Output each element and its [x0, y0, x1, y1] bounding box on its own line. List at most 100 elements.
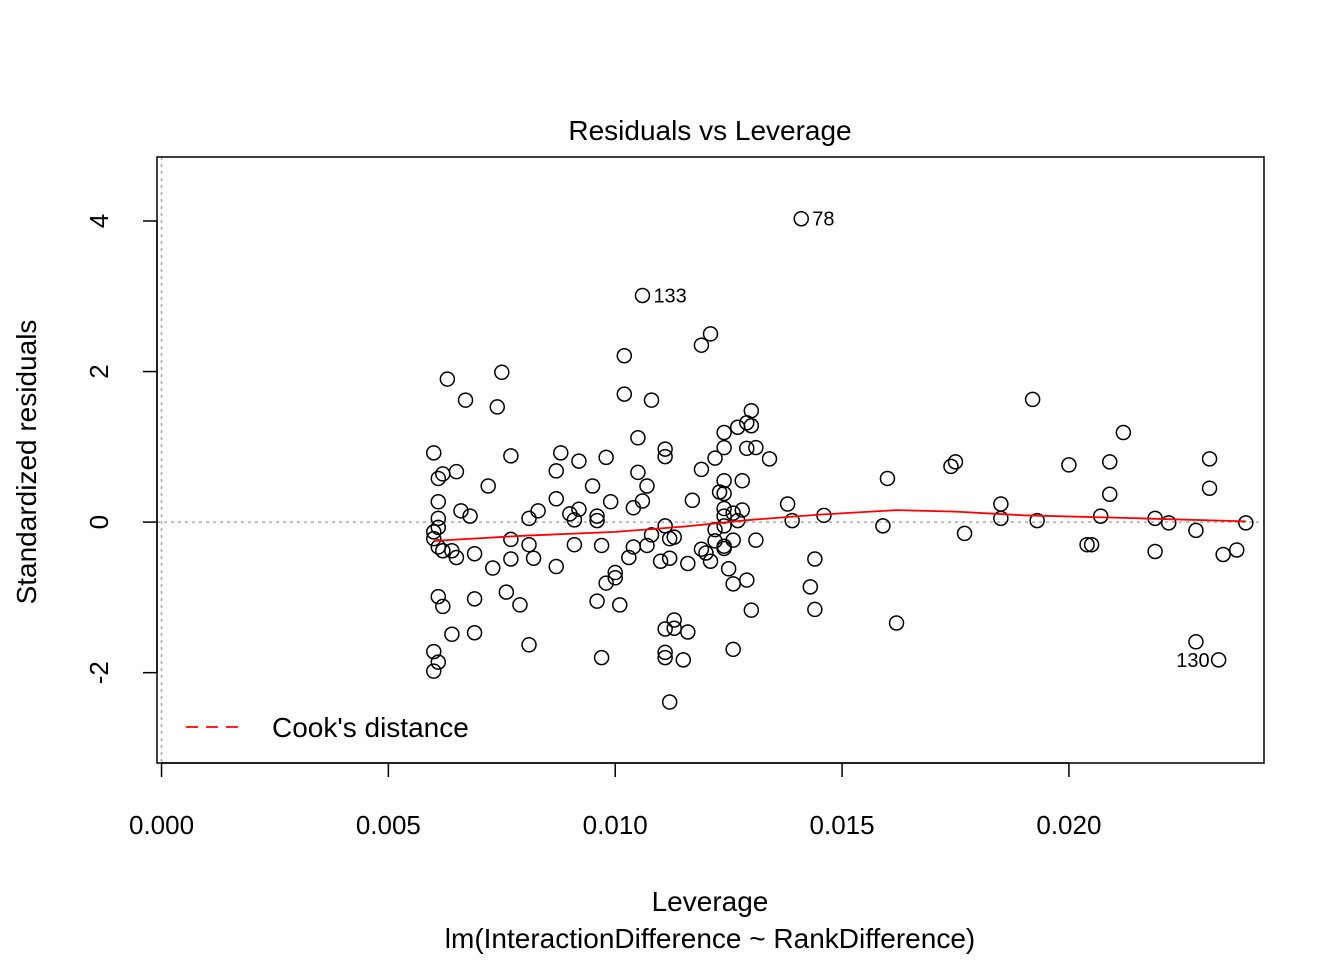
data-point: [652, 553, 669, 570]
data-point: [680, 624, 696, 640]
data-point: [448, 549, 465, 566]
data-point: [657, 644, 673, 661]
data-point: [739, 572, 755, 588]
data-point: [748, 439, 764, 456]
data-point: [571, 453, 587, 469]
data-point: [716, 518, 732, 534]
x-tick-label: 0.020: [1036, 810, 1101, 840]
data-point: [607, 570, 623, 586]
data-point: [702, 326, 719, 342]
data-point: [1188, 522, 1204, 539]
data-point: [743, 417, 760, 434]
data-point: [716, 500, 732, 517]
data-point: [661, 694, 678, 710]
data-point: [503, 531, 519, 548]
y-tick-label: 0: [84, 515, 114, 529]
data-point: [743, 602, 760, 618]
x-tick-label: 0.000: [129, 810, 194, 840]
data-point: [484, 560, 501, 576]
data-point: [589, 508, 605, 524]
data-point: [748, 532, 764, 548]
data-point: [435, 598, 451, 615]
data-point: [503, 448, 519, 464]
data-point: [807, 601, 823, 618]
data-point: [453, 503, 469, 519]
data-point: [666, 612, 682, 628]
data-point: [707, 450, 723, 466]
data-point: [1101, 454, 1118, 470]
data-point: [530, 503, 546, 519]
data-point: [1215, 546, 1231, 563]
data-point: [1188, 634, 1204, 650]
data-point: [616, 347, 633, 364]
chart-title: Residuals vs Leverage: [568, 115, 851, 146]
data-point: [426, 445, 442, 461]
data-point: [716, 439, 732, 456]
x-tick-label: 0.010: [583, 810, 648, 840]
data-point: [1201, 451, 1218, 467]
data-point: [657, 621, 673, 637]
data-point: [1160, 515, 1177, 531]
data-point: [607, 564, 623, 581]
data-point: [521, 637, 537, 653]
data-point: [680, 555, 696, 572]
data-point: [1201, 480, 1218, 496]
data-point: [784, 512, 800, 529]
data-point: [593, 537, 610, 554]
y-tick-label: 2: [84, 364, 114, 378]
data-point: [525, 550, 542, 566]
data-point: [430, 588, 447, 605]
data-point: [616, 386, 633, 402]
data-point: [426, 530, 442, 547]
data-point: [435, 466, 451, 482]
data-point: [725, 576, 741, 592]
data-point: [457, 392, 474, 408]
data-point: [630, 464, 646, 481]
x-tick-label: 0.015: [810, 810, 875, 840]
data-point: [725, 505, 741, 521]
data-point: [734, 502, 751, 518]
data-point: [630, 430, 646, 446]
plot-frame: [156, 156, 1265, 764]
data-point: [466, 545, 483, 562]
x-tick-label: 0.005: [356, 810, 421, 840]
data-point: [684, 492, 701, 509]
data-point: [589, 593, 605, 609]
data-point: [693, 461, 710, 478]
data-point: [584, 478, 601, 494]
data-point: [489, 399, 506, 415]
data-point: [716, 538, 732, 554]
x-axis-label: Leverage: [652, 886, 769, 917]
data-point: [548, 463, 564, 479]
data-point: [761, 451, 778, 467]
data-point: [566, 512, 583, 528]
data-point: [621, 549, 637, 566]
data-point: [807, 551, 823, 567]
data-point: [612, 597, 628, 613]
y-axis-label: Standardized residuals: [11, 320, 42, 605]
data-point: [1061, 457, 1077, 473]
data-point: [498, 584, 515, 600]
data-point: [879, 470, 896, 487]
data-point: [430, 539, 447, 555]
data-point: [1147, 543, 1163, 560]
data-point: [661, 550, 678, 566]
data-point: [444, 626, 460, 643]
data-point: [720, 561, 737, 577]
smooth-trend-line: [433, 509, 1246, 542]
data-point: [716, 472, 732, 489]
data-point: [943, 458, 959, 475]
data-point: [693, 541, 710, 557]
data-point: [439, 371, 456, 387]
y-axis: -2 0 2 4: [84, 214, 158, 684]
data-point: [639, 478, 655, 494]
data-point: [430, 470, 447, 487]
data-point: [503, 551, 519, 567]
data-point: [553, 445, 569, 461]
data-point: [716, 485, 732, 502]
data-point: [426, 663, 442, 679]
point-label-78: 78: [812, 209, 834, 231]
data-point: [466, 625, 483, 641]
data-point: [729, 419, 746, 436]
data-point: [593, 649, 610, 666]
